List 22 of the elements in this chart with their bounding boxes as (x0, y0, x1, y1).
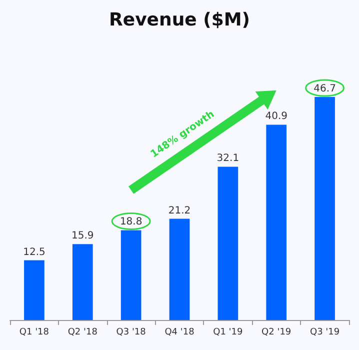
data-label: 40.9 (265, 111, 288, 122)
x-tick-label: Q2 '19 (262, 328, 292, 338)
x-tick-label: Q3 '18 (116, 328, 146, 338)
data-label: 15.9 (72, 230, 94, 242)
bar (218, 166, 238, 320)
chart-title: Revenue ($M) (108, 10, 250, 30)
x-tick-label: Q2 '18 (68, 328, 98, 338)
data-label: 32.1 (216, 153, 240, 164)
bar (266, 124, 287, 320)
x-tick-label: Q4 '18 (164, 328, 195, 338)
data-label: 18.8 (120, 216, 142, 228)
bar (24, 260, 44, 320)
x-tick-label: Q1 '19 (213, 328, 243, 338)
bar (169, 218, 190, 320)
data-label: 12.5 (23, 246, 46, 258)
bar (120, 230, 142, 320)
x-tick-label: Q1 '18 (19, 328, 50, 338)
bar (314, 97, 335, 320)
bar (72, 244, 93, 320)
data-label: 46.7 (314, 84, 336, 94)
data-label: 21.2 (168, 205, 191, 216)
x-tick-label: Q3 '19 (310, 328, 340, 338)
